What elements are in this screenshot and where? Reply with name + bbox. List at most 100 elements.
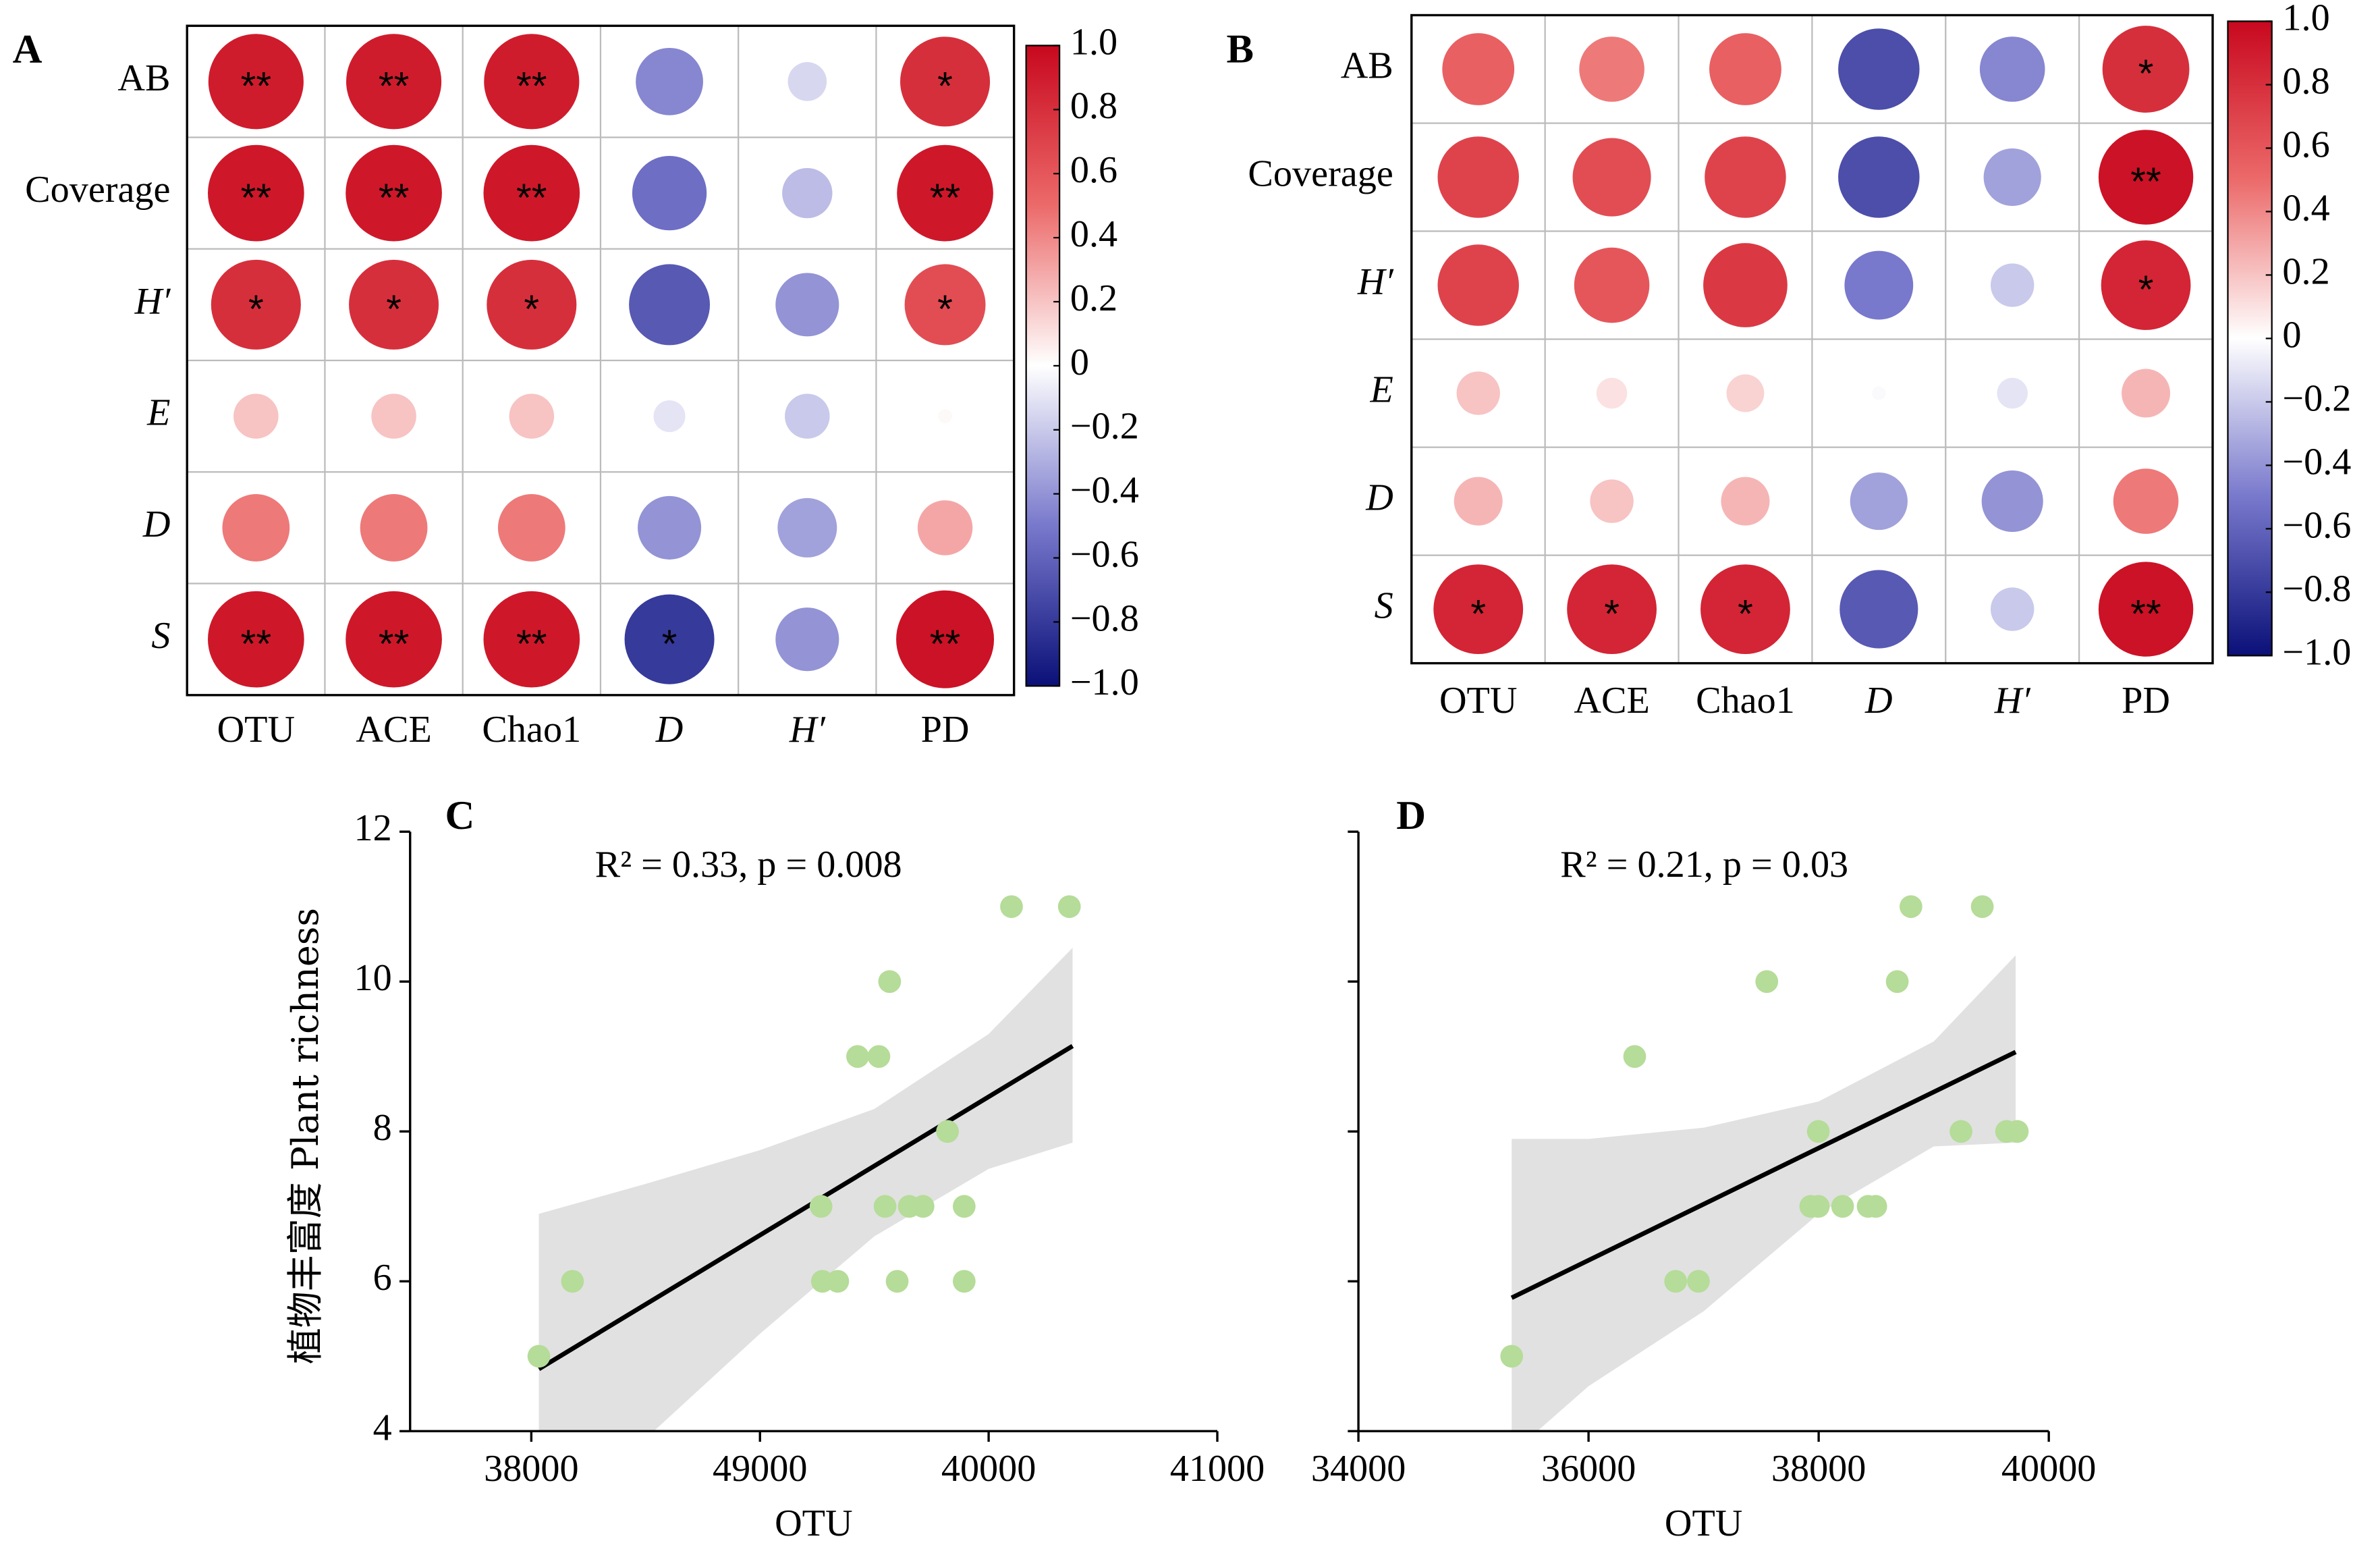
- corr-circle: [1454, 477, 1503, 526]
- significance-label: **: [379, 622, 409, 666]
- point: [1970, 895, 1994, 919]
- row-label: AB: [117, 57, 170, 99]
- colorbar-tick-label: −0.8: [1070, 597, 1139, 639]
- colorbar-tick-label: 0.6: [1070, 149, 1117, 191]
- row-label: H′: [134, 280, 171, 322]
- row-label: Coverage: [1248, 153, 1393, 194]
- corr-circle: [1997, 377, 2028, 409]
- corr-circle: [624, 594, 715, 684]
- x-tick-label: 41000: [1170, 1448, 1265, 1490]
- panel-label: D: [1396, 793, 1426, 838]
- point: [1623, 1045, 1646, 1068]
- colorbar-tick-label: −0.4: [1070, 470, 1139, 512]
- colorbar-tick-label: −1.0: [2282, 631, 2351, 673]
- corr-circle: [1838, 28, 1920, 110]
- confidence-band: [1512, 955, 2016, 1432]
- corr-circle: [345, 144, 442, 242]
- corr-circle: [904, 264, 986, 346]
- corr-circle: [1572, 138, 1651, 217]
- corr-circle: [211, 259, 301, 350]
- corr-circle: [208, 34, 304, 130]
- corr-circle: [1705, 136, 1786, 218]
- column-label: H′: [1994, 680, 2031, 722]
- colorbar-tick-label: 0.4: [1070, 213, 1117, 255]
- point: [1949, 1120, 1972, 1143]
- significance-label: **: [516, 65, 547, 109]
- point: [561, 1270, 584, 1293]
- corr-circle: [897, 144, 993, 242]
- significance-label: *: [1738, 592, 1753, 636]
- row-label: H′: [1357, 261, 1394, 302]
- significance-label: **: [930, 176, 961, 220]
- significance-label: **: [241, 176, 272, 220]
- corr-circle: [2098, 562, 2194, 657]
- point: [1831, 1195, 1854, 1218]
- point: [952, 1195, 976, 1218]
- column-label: D: [1864, 680, 1893, 722]
- significance-label: **: [379, 65, 409, 109]
- colorbar-tick-label: 0.8: [2282, 60, 2329, 102]
- significance-label: **: [241, 65, 272, 109]
- confidence-band: [538, 948, 1073, 1432]
- corr-circle: [1721, 477, 1770, 526]
- corr-circle: [777, 497, 837, 558]
- significance-label: *: [1470, 592, 1486, 636]
- colorbar-tick-label: −0.2: [2282, 377, 2351, 419]
- colorbar-tick-label: −1.0: [1070, 661, 1139, 703]
- row-label: AB: [1341, 45, 1393, 86]
- corr-circle: [509, 394, 555, 439]
- column-label: OTU: [217, 709, 296, 751]
- corr-circle: [484, 34, 580, 130]
- corr-circle: [1844, 250, 1914, 320]
- significance-label: **: [930, 622, 961, 666]
- column-label: Chao1: [482, 709, 581, 751]
- y-axis-label: 植物丰富度 Plant richness: [284, 908, 327, 1364]
- point: [826, 1270, 850, 1293]
- colorbar-tick-label: −0.6: [2282, 504, 2351, 546]
- significance-label: **: [241, 622, 272, 666]
- corr-circle: [1437, 244, 1519, 326]
- column-label: D: [655, 709, 684, 751]
- point: [867, 1045, 891, 1068]
- column-label: PD: [2122, 680, 2170, 722]
- colorbar-tick-label: 1.0: [2282, 0, 2329, 38]
- corr-circle: [1838, 136, 1920, 218]
- x-axis-label: OTU: [1665, 1502, 1743, 1544]
- significance-label: **: [2130, 160, 2161, 204]
- corr-circle: [1850, 472, 1908, 531]
- significance-label: *: [524, 288, 539, 331]
- colorbar: [2227, 20, 2273, 657]
- corr-circle: [917, 500, 973, 555]
- corr-circle: [345, 591, 442, 688]
- significance-label: *: [386, 288, 402, 331]
- point: [911, 1195, 935, 1218]
- x-tick-label: 38000: [1771, 1448, 1866, 1490]
- corr-circle: [1574, 247, 1650, 323]
- x-axis-label: OTU: [775, 1502, 853, 1544]
- colorbar-tick-label: 1.0: [1070, 21, 1117, 63]
- significance-label: **: [379, 176, 409, 220]
- colorbar-tick-label: 0.4: [2282, 187, 2329, 229]
- significance-label: **: [516, 176, 547, 220]
- x-tick-label: 40000: [2001, 1448, 2097, 1490]
- corr-circle: [1456, 371, 1500, 415]
- row-label: D: [142, 504, 171, 545]
- point: [1500, 1345, 1524, 1368]
- column-label: Chao1: [1696, 680, 1795, 722]
- plot-frame: [1410, 13, 2214, 665]
- point: [1664, 1270, 1688, 1293]
- corr-circle: [1437, 136, 1519, 218]
- colorbar-tick-label: −0.6: [1070, 533, 1139, 575]
- corr-circle: [787, 62, 827, 101]
- column-label: ACE: [1574, 680, 1649, 722]
- point: [1806, 1120, 1830, 1143]
- y-tick-label: 6: [373, 1257, 392, 1299]
- corr-circle: [1726, 374, 1765, 412]
- corr-circle: [1590, 479, 1634, 523]
- corr-circle: [1700, 564, 1790, 654]
- corr-circle: [483, 591, 580, 688]
- corr-circle: [349, 259, 439, 350]
- corr-circle: [785, 394, 830, 439]
- corr-circle: [782, 167, 833, 219]
- colorbar-tick-label: 0.2: [1070, 277, 1117, 319]
